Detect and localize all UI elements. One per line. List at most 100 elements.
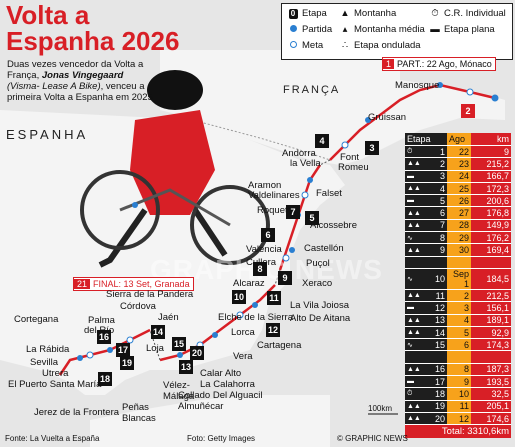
place-vera: Vera bbox=[233, 351, 253, 362]
start-label: 1 PART.: 22 Ago, Mónaco bbox=[382, 57, 496, 71]
table-row: ▲▲ 19 11 205,1 bbox=[405, 400, 511, 413]
place-castellon: Castellón bbox=[304, 243, 344, 254]
place-palma: Palma bbox=[88, 315, 115, 326]
stage-type-icon: ∿ bbox=[405, 338, 431, 352]
stage-km: 169,4 bbox=[471, 243, 511, 257]
stage-km: 184,5 bbox=[471, 268, 511, 290]
place-calahorra: La Calahorra bbox=[200, 379, 255, 390]
start-dot-icon bbox=[289, 25, 297, 32]
stage-date: 26 bbox=[447, 194, 471, 208]
place-sevilla: Sevilla bbox=[30, 357, 58, 368]
stage-number bbox=[431, 256, 447, 269]
stage-km: 200,6 bbox=[471, 194, 511, 208]
medium-mountain-icon: ▴ bbox=[342, 24, 348, 35]
place-valdelinares: Valdelinares bbox=[248, 190, 300, 201]
map-stage-badge-20: 20 bbox=[190, 346, 204, 360]
place-aitana: Alto De Aitana bbox=[290, 313, 351, 324]
stage-type-icon: ▲▲ bbox=[405, 363, 431, 377]
stage-number: 1 bbox=[431, 145, 447, 159]
place-roquetes: Roquetes bbox=[257, 205, 298, 216]
stage-type-icon: ▲▲ bbox=[405, 326, 431, 340]
legend-finish-label: Meta bbox=[302, 40, 324, 51]
table-row: ▲▲ 2 23 215,2 bbox=[405, 157, 511, 171]
legend: 0 Etapa Partida Meta ▲ Montanha ▴ Montanha … bbox=[281, 3, 513, 60]
place-elche: Elche de la Sierra bbox=[218, 312, 293, 323]
map-stage-badge-10: 10 bbox=[232, 290, 246, 304]
stage-date: 6 bbox=[447, 338, 471, 352]
stage-number: 17 bbox=[431, 375, 447, 389]
place-manosque: Manosque bbox=[395, 80, 440, 91]
place-velez: Vélez- bbox=[163, 380, 190, 391]
place-cordova: Córdova bbox=[120, 301, 156, 312]
mountain-icon: ▲ bbox=[340, 8, 350, 19]
map-stage-badge-15: 15 bbox=[172, 337, 186, 351]
stage-number: 18 bbox=[431, 387, 447, 401]
stage-number: 13 bbox=[431, 314, 447, 327]
stage-number: 12 bbox=[431, 301, 447, 315]
legend-stage: 0 Etapa bbox=[286, 8, 327, 19]
table-row: ▲▲ 16 8 187,3 bbox=[405, 363, 511, 377]
stage-type-icon: ∿ bbox=[405, 231, 431, 245]
place-calar-alto: Calar Alto bbox=[200, 368, 242, 379]
legend-stage-label: Etapa bbox=[302, 8, 327, 19]
legend-finish: Meta bbox=[286, 40, 323, 51]
place-collado: Collado Del Alguacil bbox=[178, 390, 263, 401]
stage-number: 15 bbox=[431, 338, 447, 352]
header-date: Ago bbox=[447, 133, 471, 146]
legend-mountain-label: Montanha bbox=[354, 8, 397, 19]
stage-number: 9 bbox=[431, 243, 447, 257]
stage-date: 4 bbox=[447, 314, 471, 327]
stage-km: 205,1 bbox=[471, 400, 511, 413]
table-row: ▲▲ 7 28 149,9 bbox=[405, 219, 511, 233]
stage-date: 12 bbox=[447, 412, 471, 426]
table-row: ▲▲ 14 5 92,9 bbox=[405, 326, 511, 340]
stage-km: 215,2 bbox=[471, 157, 511, 171]
table-row: ▲▲ 20 12 174,6 bbox=[405, 412, 511, 426]
total-distance: Total: 3310,6km bbox=[405, 425, 511, 438]
stage-date: 5 bbox=[447, 326, 471, 340]
table-row bbox=[405, 350, 511, 364]
legend-medium-label: Montanha média bbox=[354, 24, 425, 35]
stage-type-icon: ▬ bbox=[405, 375, 431, 389]
stage-km: 174,3 bbox=[471, 338, 511, 352]
stage-date: Sep 1 bbox=[447, 268, 471, 290]
stage-km: 176,8 bbox=[471, 206, 511, 220]
table-header-row: Etapa Ago km bbox=[405, 133, 511, 146]
spain-land bbox=[0, 110, 345, 395]
table-row: ▲▲ 9 30 169,4 bbox=[405, 243, 511, 257]
place-jerez: Jerez de la Frontera bbox=[34, 407, 120, 418]
country-france: FRANÇA bbox=[283, 84, 341, 96]
stage-km: 174,6 bbox=[471, 412, 511, 426]
stage-date: 25 bbox=[447, 182, 471, 196]
stage-date: 27 bbox=[447, 206, 471, 220]
stage-date bbox=[447, 256, 471, 269]
legend-itt-label: C.R. Individual bbox=[444, 8, 506, 19]
stage-number: 16 bbox=[431, 363, 447, 377]
stage-km: 172,3 bbox=[471, 182, 511, 196]
table-row: ▲▲ 4 25 172,3 bbox=[405, 182, 511, 196]
stage-type-icon: ⏱ bbox=[405, 387, 431, 401]
map-stage-badge-16: 16 bbox=[97, 330, 111, 344]
table-row: ▬ 3 24 166,7 bbox=[405, 170, 511, 183]
finish-dots bbox=[86, 88, 474, 359]
stage-type-icon: ▬ bbox=[405, 170, 431, 183]
stage-type-icon: ▲▲ bbox=[405, 314, 431, 327]
hilly-icon: ∴ bbox=[341, 40, 349, 51]
rider-photo bbox=[80, 70, 270, 268]
place-lorca: Lorca bbox=[231, 327, 255, 338]
stage-date: 9 bbox=[447, 375, 471, 389]
table-row: ▲▲ 11 2 212,5 bbox=[405, 289, 511, 303]
stage-date: 28 bbox=[447, 219, 471, 233]
stage-number: 4 bbox=[431, 182, 447, 196]
header-stage: Etapa bbox=[405, 133, 447, 146]
stage-number: 11 bbox=[431, 289, 447, 303]
stage-km bbox=[471, 256, 511, 269]
place-xeraco: Xeraco bbox=[302, 278, 333, 289]
stage-type-icon: ▬ bbox=[405, 194, 431, 208]
place-alcaraz: Alcaraz bbox=[233, 278, 265, 289]
map-stage-badge-9: 9 bbox=[278, 271, 292, 285]
stage-date: 22 bbox=[447, 145, 471, 159]
stage-number: 19 bbox=[431, 400, 447, 413]
stage-date: 3 bbox=[447, 301, 471, 315]
